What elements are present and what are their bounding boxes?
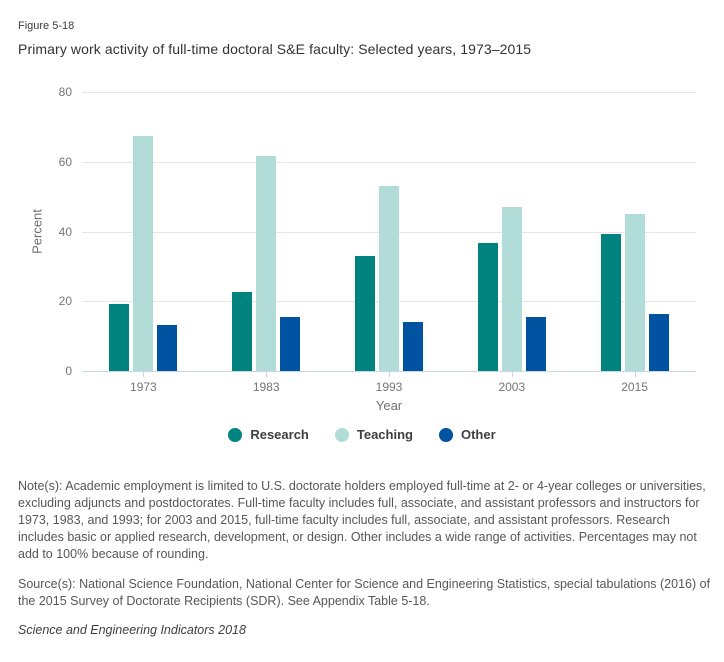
y-tick-label: 60 bbox=[58, 154, 72, 169]
y-gridline bbox=[82, 161, 696, 163]
legend-label: Research bbox=[250, 427, 309, 442]
figure-title: Primary work activity of full-time docto… bbox=[18, 41, 532, 57]
chart-legend: Research Teaching Other bbox=[0, 427, 724, 442]
x-axis-tick bbox=[143, 371, 145, 377]
bar-research-2003 bbox=[477, 243, 498, 371]
legend-item-teaching: Teaching bbox=[334, 427, 413, 442]
legend-label: Teaching bbox=[356, 427, 413, 442]
bar-research-2015 bbox=[600, 234, 621, 371]
bar-other-1973 bbox=[157, 324, 178, 371]
x-axis-title: Year bbox=[375, 398, 403, 413]
bar-other-2015 bbox=[648, 314, 669, 371]
x-axis-tick bbox=[389, 371, 390, 377]
bar-research-1983 bbox=[232, 292, 253, 371]
bar-teaching-1973 bbox=[133, 135, 154, 371]
y-tick-label: 20 bbox=[58, 294, 72, 309]
footer-citation: Science and Engineering Indicators 2018 bbox=[18, 623, 246, 637]
x-category-label-1983: 1983 bbox=[252, 380, 280, 394]
legend-label: Other bbox=[460, 427, 496, 442]
notes-text: Note(s): Academic employment is limited … bbox=[18, 479, 706, 561]
bar-other-1993 bbox=[403, 321, 423, 371]
bar-teaching-2015 bbox=[624, 214, 645, 371]
bar-other-1983 bbox=[280, 317, 301, 371]
x-category-label-1973: 1973 bbox=[130, 380, 157, 394]
y-gridline bbox=[82, 92, 696, 93]
legend-dot-icon bbox=[228, 427, 243, 442]
x-category-label-2015: 2015 bbox=[621, 380, 648, 394]
bar-chart: Percent 0 20 40 60 80 1973 1983 1993 2003 2015 Ye… bbox=[0, 85, 724, 442]
y-tick-label: 80 bbox=[58, 85, 72, 99]
legend-item-other: Other bbox=[438, 427, 496, 442]
x-axis-tick bbox=[511, 371, 513, 377]
source-text: Source(s): National Science Foundation, … bbox=[18, 577, 711, 608]
bar-research-1973 bbox=[109, 303, 130, 371]
legend-dot-icon bbox=[334, 427, 349, 442]
legend-dot-icon bbox=[438, 427, 453, 442]
bar-teaching-2003 bbox=[501, 206, 522, 371]
x-axis-tick bbox=[266, 371, 268, 377]
figure-number: Figure 5-18 bbox=[18, 20, 75, 32]
bar-research-1993 bbox=[355, 255, 375, 371]
x-axis-tick bbox=[634, 371, 636, 377]
y-tick-label: 0 bbox=[65, 364, 72, 378]
x-category-label-2003: 2003 bbox=[498, 380, 526, 394]
bar-other-2003 bbox=[525, 316, 546, 371]
bar-teaching-1983 bbox=[256, 155, 277, 371]
legend-item-research: Research bbox=[228, 427, 309, 442]
bar-teaching-1993 bbox=[379, 186, 399, 371]
x-category-label-1993: 1993 bbox=[375, 380, 403, 394]
y-tick-label: 40 bbox=[58, 224, 72, 239]
